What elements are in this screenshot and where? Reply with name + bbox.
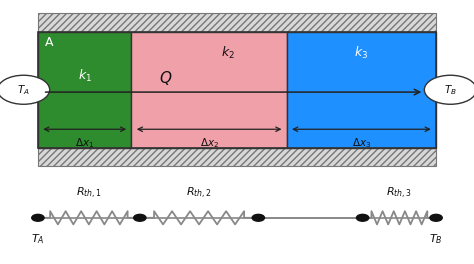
Text: $\Delta x_2$: $\Delta x_2$ [200,136,219,150]
Circle shape [134,214,146,221]
Text: $R_{th,2}$: $R_{th,2}$ [186,186,212,201]
Bar [131,32,287,148]
Circle shape [252,214,264,221]
Text: $R_{th,3}$: $R_{th,3}$ [386,186,412,201]
Text: $T_A$: $T_A$ [17,83,30,97]
Text: Q: Q [160,71,172,86]
Circle shape [32,214,44,221]
Circle shape [424,75,474,104]
Bar [38,148,436,166]
Circle shape [430,214,442,221]
Circle shape [356,214,369,221]
Text: $T_B$: $T_B$ [444,83,457,97]
Text: $\Delta x_3$: $\Delta x_3$ [352,136,371,150]
Bar [38,32,436,148]
Bar [287,32,436,148]
Text: $k_3$: $k_3$ [355,45,368,61]
Text: $T_A$: $T_A$ [31,232,45,246]
Circle shape [0,75,50,104]
Text: $R_{th,1}$: $R_{th,1}$ [76,186,102,201]
Text: $\Delta x_1$: $\Delta x_1$ [75,136,94,150]
Text: $k_1$: $k_1$ [78,68,91,84]
Text: $T_B$: $T_B$ [429,232,443,246]
Text: $k_2$: $k_2$ [221,45,235,61]
Text: A: A [45,36,54,49]
Bar [38,32,131,148]
Bar [38,13,436,32]
